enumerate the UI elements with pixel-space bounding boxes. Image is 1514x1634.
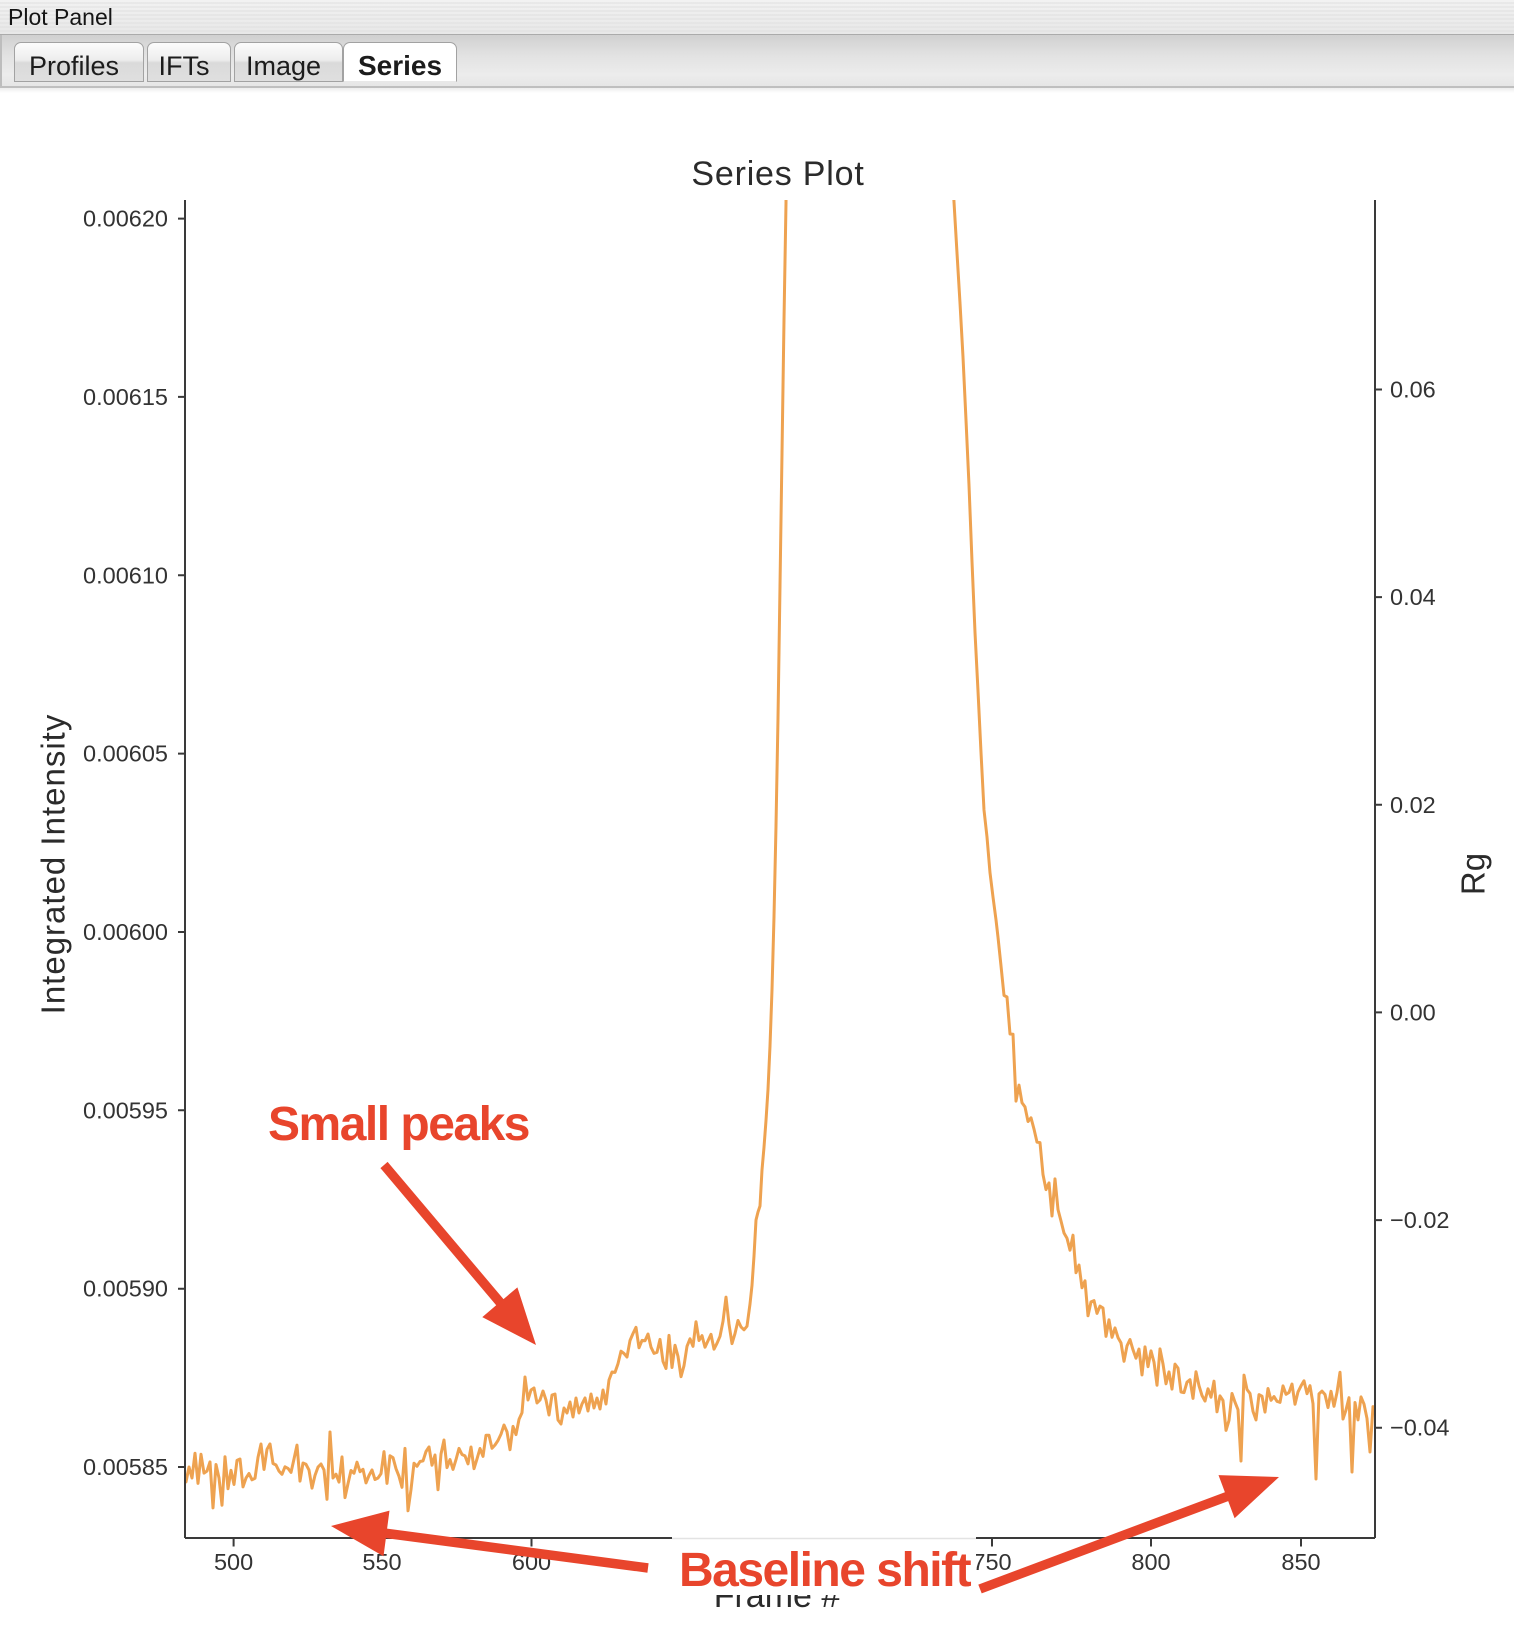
- svg-text:0.04: 0.04: [1390, 584, 1436, 610]
- svg-text:0.00610: 0.00610: [83, 562, 168, 588]
- svg-text:−0.04: −0.04: [1390, 1415, 1449, 1441]
- svg-text:0.00585: 0.00585: [83, 1454, 168, 1480]
- svg-text:Series Plot: Series Plot: [691, 155, 864, 193]
- svg-text:0.00615: 0.00615: [83, 384, 168, 410]
- svg-text:0.00: 0.00: [1390, 999, 1436, 1025]
- svg-text:0.00600: 0.00600: [83, 919, 168, 945]
- svg-text:Baseline shift: Baseline shift: [679, 1544, 972, 1597]
- svg-text:Small peaks: Small peaks: [268, 1098, 529, 1151]
- svg-text:Integrated Intensity: Integrated Intensity: [35, 714, 72, 1015]
- svg-text:0.00595: 0.00595: [83, 1097, 168, 1123]
- svg-text:0.00590: 0.00590: [83, 1276, 168, 1302]
- svg-text:0.00605: 0.00605: [83, 741, 168, 767]
- svg-text:Rg: Rg: [1455, 853, 1492, 895]
- svg-text:−0.02: −0.02: [1390, 1207, 1449, 1233]
- svg-text:0.02: 0.02: [1390, 792, 1436, 818]
- svg-text:0.00620: 0.00620: [83, 206, 168, 232]
- svg-text:0.06: 0.06: [1390, 377, 1436, 403]
- svg-text:850: 850: [1281, 1549, 1320, 1575]
- svg-text:750: 750: [972, 1549, 1011, 1575]
- svg-text:800: 800: [1131, 1549, 1170, 1575]
- svg-text:500: 500: [214, 1549, 253, 1575]
